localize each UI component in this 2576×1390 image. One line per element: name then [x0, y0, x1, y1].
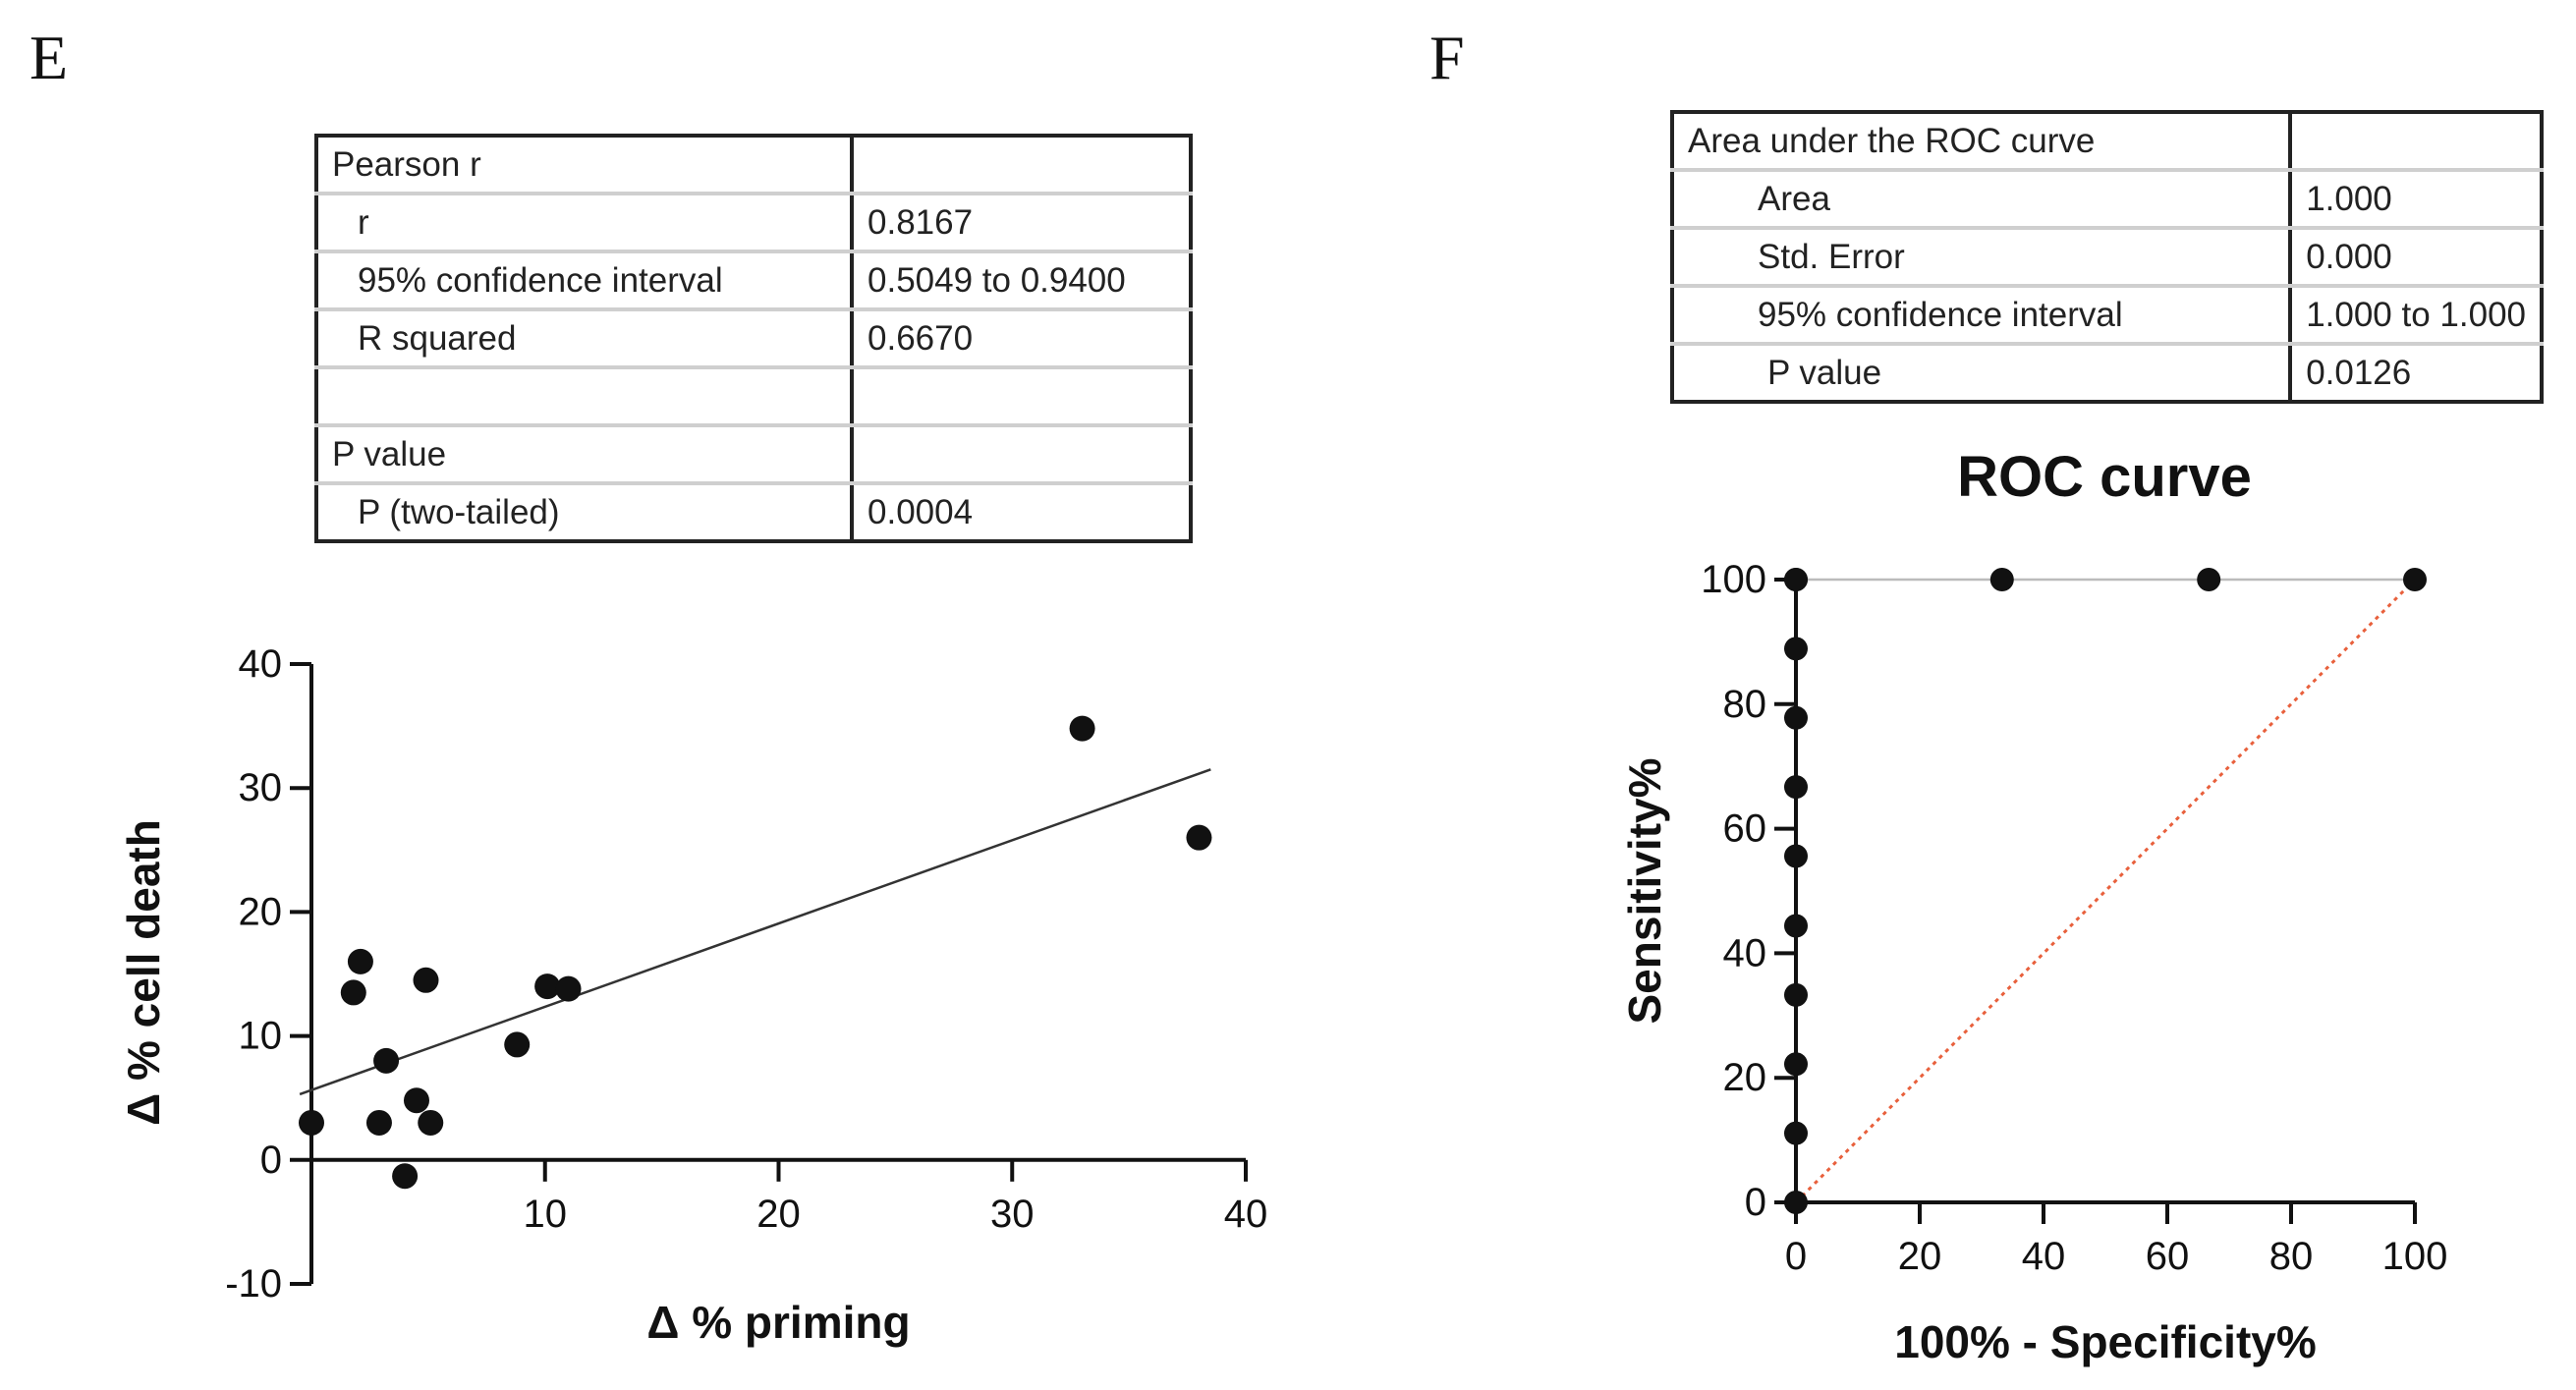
y-tick-label: 0	[1745, 1181, 1766, 1224]
x-tick-label: 20	[756, 1193, 801, 1236]
roc-point	[1989, 568, 2014, 591]
y-tick-label: 10	[239, 1015, 283, 1058]
scatter-point	[392, 1163, 419, 1190]
table-cell-value: 0.6670	[852, 309, 1191, 369]
scatter-point	[418, 1109, 444, 1136]
scatter-point	[299, 1109, 324, 1136]
table-cell-value: 0.000	[2290, 228, 2542, 288]
y-tick-label: 100	[1701, 558, 1766, 601]
roc-point	[1784, 1121, 1808, 1145]
scatter-point	[534, 973, 561, 1000]
scatter-point	[1069, 715, 1095, 742]
roc-stats-table: Area under the ROC curve Area 1.000 Std. …	[1670, 110, 2544, 404]
table-cell-label: P value	[1672, 344, 2293, 402]
x-tick-label: 60	[2146, 1235, 2190, 1278]
table-row: Area 1.000	[1672, 170, 2542, 230]
y-tick-label: 40	[1723, 931, 1767, 974]
table-cell-label: Std. Error	[1672, 228, 2293, 288]
table-cell-value: 0.0126	[2306, 353, 2412, 392]
x-tick-label: 100	[2382, 1235, 2448, 1278]
table-cell-value: 0.0004	[868, 492, 974, 531]
table-cell-label: Pearson r	[316, 136, 854, 195]
y-tick-label: 20	[1723, 1056, 1767, 1099]
table-cell-value	[852, 425, 1191, 485]
table-cell-label: P value	[316, 425, 854, 485]
table-cell-label	[316, 367, 854, 427]
x-tick-label: 40	[2022, 1235, 2066, 1278]
table-cell-label: 95% confidence interval	[316, 251, 854, 311]
scatter-point	[373, 1047, 400, 1074]
x-tick-label: 40	[1224, 1193, 1268, 1236]
panel-f-letter: F	[1429, 23, 1465, 92]
table-row: Std. Error 0.000	[1672, 228, 2542, 288]
scatter-point	[347, 948, 373, 974]
table-cell-value	[2290, 112, 2542, 172]
x-axis-title: Δ % priming	[646, 1297, 910, 1348]
pearson-stats-table: Pearson r r 0.8167 95% confidence interva…	[314, 134, 1193, 543]
table-cell-value: 1.000 to 1.000	[2290, 286, 2542, 346]
y-axis-title: Sensitivity%	[1619, 758, 1670, 1025]
table-row: P value	[316, 425, 1191, 485]
table-row	[316, 367, 1191, 427]
roc-point	[2403, 568, 2427, 591]
roc-point	[1784, 637, 1808, 661]
x-tick-label: 30	[990, 1193, 1035, 1236]
x-tick-label: 80	[2269, 1235, 2314, 1278]
roc-point	[1784, 705, 1808, 730]
table-row: P value 0.0126	[1672, 344, 2542, 402]
regression-line	[299, 768, 1211, 1096]
table-row: Area under the ROC curve	[1672, 112, 2542, 172]
roc-point	[1784, 914, 1808, 938]
y-tick-label: 40	[239, 642, 283, 686]
table-cell-value: 0.8167	[852, 194, 1191, 253]
x-axis-title: 100% - Specificity%	[1894, 1316, 2317, 1367]
table-cell-label: 95% confidence interval	[1672, 286, 2293, 346]
scatter-point	[365, 1109, 392, 1136]
x-tick-label: 0	[1785, 1235, 1807, 1278]
y-tick-label: 30	[239, 766, 283, 809]
y-axis-title: Δ % cell death	[118, 819, 169, 1126]
y-tick-label: -10	[225, 1262, 282, 1306]
scatter-point	[1186, 824, 1212, 851]
scatter-point	[340, 979, 366, 1006]
table-row: 95% confidence interval 1.000 to 1.000	[1672, 286, 2542, 346]
table-cell-label: Area	[1672, 170, 2293, 230]
scatter-point	[555, 975, 582, 1002]
table-cell-label: R squared	[316, 309, 854, 369]
table-row: P (two-tailed) 0.0004	[316, 483, 1191, 541]
chart-title: ROC curve	[1957, 445, 2252, 509]
roc-point	[1784, 568, 1808, 591]
table-cell-value: 1.000	[2290, 170, 2542, 230]
scatter-point	[413, 967, 439, 993]
table-cell-value	[852, 136, 1191, 195]
roc-point	[2197, 568, 2221, 591]
reference-diagonal-line	[1794, 578, 2417, 1204]
table-cell-value	[852, 367, 1191, 427]
table-row: Pearson r	[316, 136, 1191, 195]
table-cell-label: r	[316, 194, 854, 253]
x-tick-label: 20	[1898, 1235, 1942, 1278]
roc-point	[1784, 1052, 1808, 1077]
roc-point	[1784, 982, 1808, 1007]
x-tick-label: 10	[524, 1193, 568, 1236]
y-tick-label: 60	[1723, 807, 1767, 851]
scatter-point	[403, 1087, 429, 1114]
panel-e-letter: E	[29, 23, 69, 92]
table-cell-label: Area under the ROC curve	[1672, 112, 2293, 172]
roc-point	[1784, 775, 1808, 800]
y-tick-label: 80	[1723, 683, 1767, 726]
roc-point	[1784, 1191, 1808, 1214]
roc-point	[1784, 844, 1808, 868]
table-row: 95% confidence interval 0.5049 to 0.9400	[316, 251, 1191, 311]
scatter-point	[504, 1031, 531, 1058]
table-row: R squared 0.6670	[316, 309, 1191, 369]
table-cell-value: 0.5049 to 0.9400	[852, 251, 1191, 311]
y-tick-label: 20	[239, 890, 283, 933]
y-tick-label: 0	[260, 1139, 282, 1182]
table-row: r 0.8167	[316, 194, 1191, 253]
table-cell-label: P (two-tailed)	[316, 483, 854, 541]
